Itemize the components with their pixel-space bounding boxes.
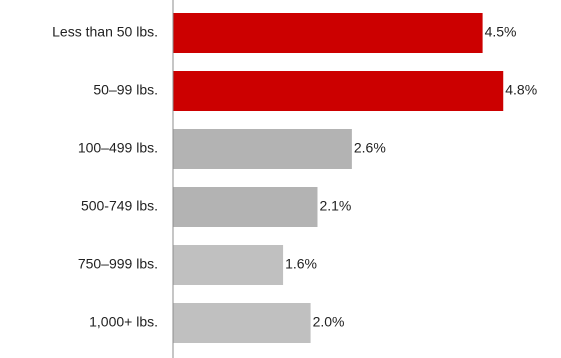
bars-group [173, 13, 503, 343]
value-label: 4.5% [485, 24, 517, 40]
bar-1 [173, 13, 483, 53]
bar-3 [173, 129, 352, 169]
value-label: 2.6% [354, 140, 386, 156]
bar-5 [173, 245, 283, 285]
category-label: Less than 50 lbs. [52, 24, 158, 40]
category-label: 500-749 lbs. [81, 198, 158, 214]
category-label: 100–499 lbs. [78, 140, 158, 156]
bar-6 [173, 303, 311, 343]
value-label: 2.0% [313, 314, 345, 330]
value-labels-group: 4.5% 4.8% 2.6% 2.1% 1.6% 2.0% [285, 24, 537, 330]
category-labels-group: Less than 50 lbs. 50–99 lbs. 100–499 lbs. 5… [52, 24, 158, 330]
value-label: 2.1% [319, 198, 351, 214]
category-label: 1,000+ lbs. [89, 314, 158, 330]
category-label: 750–999 lbs. [78, 256, 158, 272]
value-label: 4.8% [505, 82, 537, 98]
value-label: 1.6% [285, 256, 317, 272]
category-label: 50–99 lbs. [93, 82, 158, 98]
bar-2 [173, 71, 503, 111]
bar-4 [173, 187, 317, 227]
